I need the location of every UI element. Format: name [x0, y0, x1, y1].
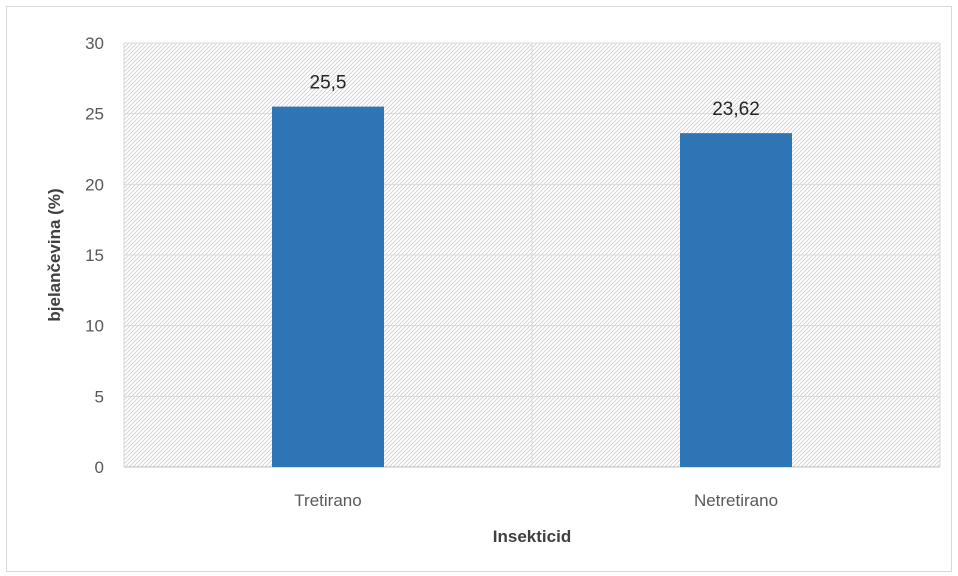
bars — [272, 106, 792, 468]
y-tick-label: 30 — [85, 34, 104, 53]
y-tick-label: 15 — [85, 246, 104, 265]
gridlines — [123, 42, 941, 468]
y-tick-label: 10 — [85, 317, 104, 336]
x-tick-label: Tretirano — [294, 491, 361, 510]
y-axis-title: bjelančevina (%) — [45, 188, 64, 321]
bar-netretirano — [680, 133, 792, 468]
data-label: 23,62 — [712, 99, 760, 120]
bar-tretirano — [272, 106, 384, 467]
x-axis-ticks: Tretirano Netretirano — [294, 491, 778, 510]
y-tick-label: 20 — [85, 175, 104, 194]
y-tick-label: 25 — [85, 105, 104, 124]
data-label: 25,5 — [310, 73, 347, 94]
y-axis-ticks: 0 5 10 15 20 25 30 — [85, 34, 104, 477]
x-tick-label: Netretirano — [694, 491, 778, 510]
y-tick-label: 0 — [95, 458, 104, 477]
data-labels: 25,5 23,62 — [310, 73, 760, 121]
x-axis-title: Insekticid — [493, 527, 571, 546]
y-tick-label: 5 — [95, 387, 104, 406]
